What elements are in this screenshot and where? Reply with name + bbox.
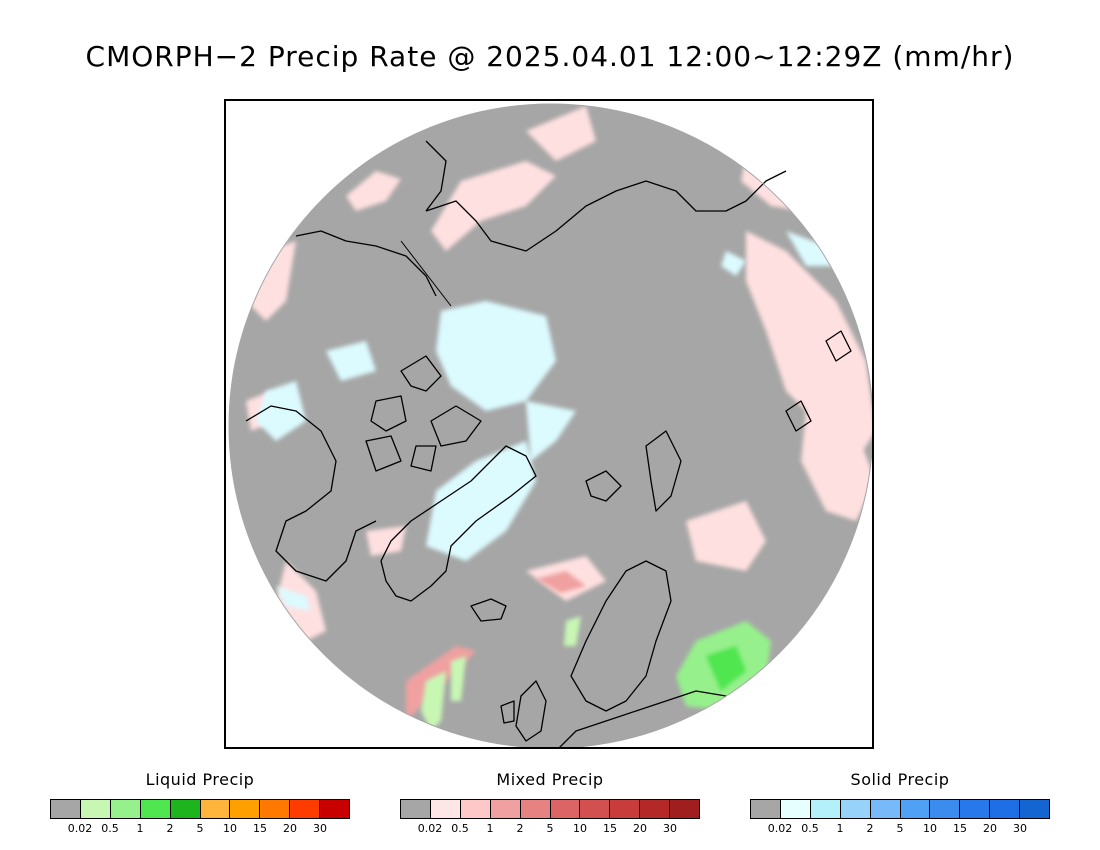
legend-swatch [840,800,871,818]
asia-lake-coast [785,330,852,432]
legend-tick-label: 0.02 [67,822,93,835]
legend-tick-label: 30 [313,822,327,835]
legend-tick-label: 10 [223,822,237,835]
legend-swatch [401,800,431,818]
legend-tick-label: 2 [866,822,874,835]
legend-tick-label: 0.5 [101,822,119,835]
legend-swatch [200,800,231,818]
legend-swatch [960,800,991,818]
legend-swatch [990,800,1021,818]
legend-swatch [580,800,611,818]
legend-tick-label: 2 [166,822,174,835]
legend-swatch [900,800,931,818]
legend-tick-label: 15 [603,822,617,835]
alaska-coast [295,230,437,297]
legend-title-liquid: Liquid Precip [145,770,255,789]
page-title: CMORPH−2 Precip Rate @ 2025.04.01 12:00~… [85,40,1015,73]
europe-coast [559,690,727,747]
legend-tick-label: 20 [983,822,997,835]
legend-swatch [930,800,961,818]
legend-tick-label: 2 [516,822,524,835]
canada-coast [245,405,377,582]
legend-ticks-solid: 0.02 0.5 1 2 5 10 15 20 30 [750,822,1050,836]
bering-coast [425,140,447,212]
legend-swatch [520,800,551,818]
legend-swatch [170,800,201,818]
legend-tick-label: 0.02 [417,822,443,835]
legend-tick-label: 0.02 [767,822,793,835]
russia-coast [425,170,787,252]
legend-tick-label: 15 [253,822,267,835]
legend-ticks-mixed: 0.02 0.5 1 2 5 10 15 20 30 [400,822,700,836]
legend-tick-label: 30 [663,822,677,835]
legend-swatch [80,800,111,818]
legend-tick-label: 20 [633,822,647,835]
legend-swatch [260,800,291,818]
legend-bar-solid [750,799,1050,819]
legend-tick-label: 0.5 [801,822,819,835]
legend-swatch [290,800,321,818]
legend-tick-label: 20 [283,822,297,835]
legend-tick-label: 10 [923,822,937,835]
legend-swatch [870,800,901,818]
legend-title-mixed: Mixed Precip [496,770,604,789]
coastlines [245,140,852,747]
legend-swatch [140,800,171,818]
legend-swatch [640,800,671,818]
border-line [400,240,452,307]
legend-swatch [460,800,491,818]
legend-tick-label: 1 [486,822,494,835]
legend-bar-liquid [50,799,350,819]
legend-tick-label: 30 [1013,822,1027,835]
legend-swatch [670,800,700,818]
legend-tick-label: 5 [546,822,554,835]
legend-bar-mixed [400,799,700,819]
legend-swatch [550,800,581,818]
legend-swatch [320,800,350,818]
solid-precip-areas [256,231,836,611]
legend-tick-label: 10 [573,822,587,835]
legend-swatch [110,800,141,818]
legend-ticks-liquid: 0.02 0.5 1 2 5 10 15 20 30 [50,822,350,836]
legend-swatch [430,800,461,818]
scandinavia-coast [570,560,672,712]
map-frame[interactable] [224,99,874,749]
legend-tick-label: 1 [136,822,144,835]
canadian-archipelago-coast [365,355,482,472]
iceland-coast [470,598,507,622]
legend-swatch [1020,800,1050,818]
legend-swatch [780,800,811,818]
legend-swatch [810,800,841,818]
legend-swatch [751,800,781,818]
legend-title-solid: Solid Precip [850,770,950,789]
legend-tick-label: 1 [836,822,844,835]
legend-swatch [51,800,81,818]
novaya-zemlya-coast [645,430,682,512]
polar-precip-map[interactable] [226,101,874,749]
greenland-coast [380,445,537,602]
legend-tick-label: 15 [953,822,967,835]
legend-tick-label: 5 [196,822,204,835]
legend-swatch [490,800,521,818]
legend-tick-label: 5 [896,822,904,835]
legend-tick-label: 0.5 [451,822,469,835]
british-isles-coast [500,680,547,742]
legend-swatch [610,800,641,818]
legend-swatch [230,800,261,818]
map-disk-edge [228,103,872,747]
svalbard-coast [585,470,622,502]
